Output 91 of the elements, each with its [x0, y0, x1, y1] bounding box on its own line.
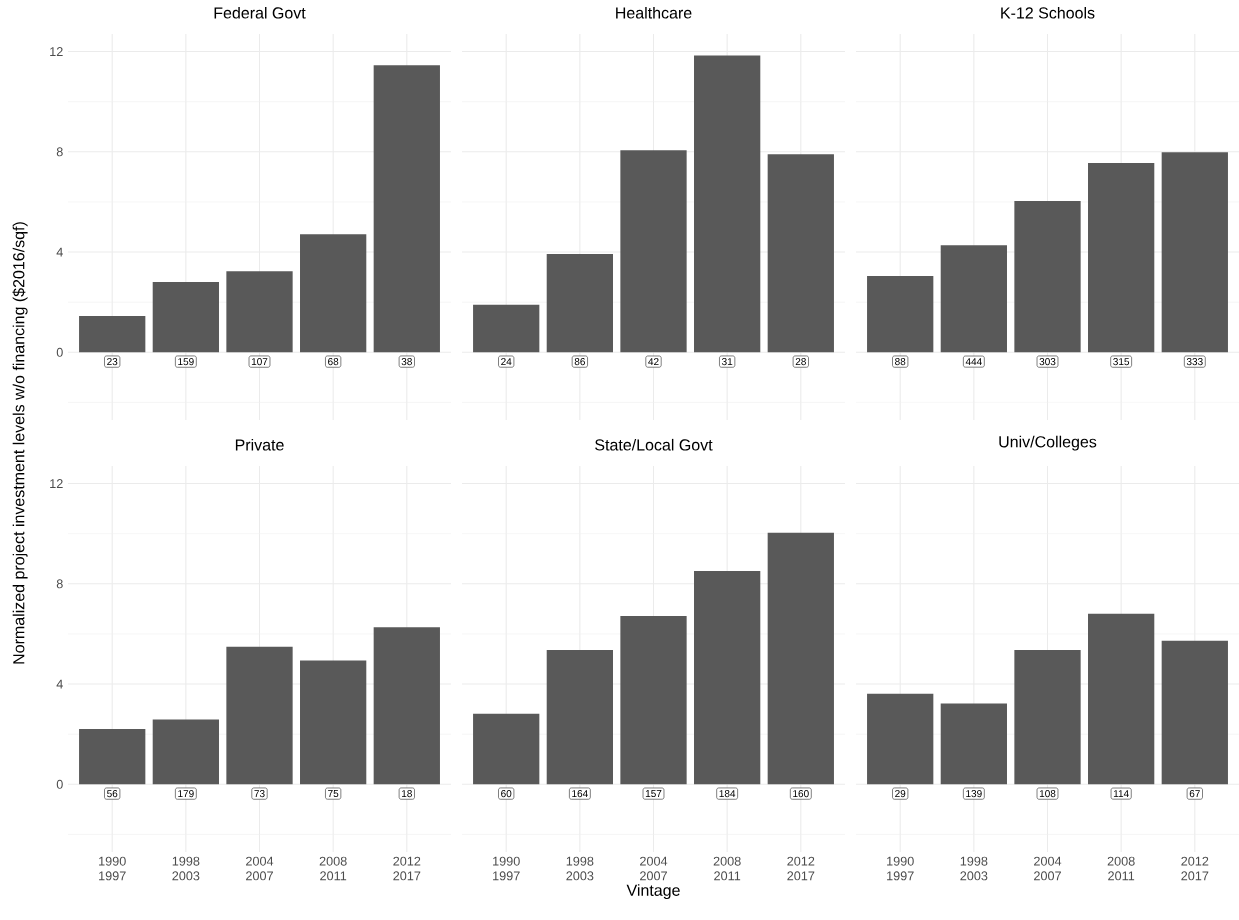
annotation: 56 [107, 790, 118, 798]
annotation: 18 [402, 790, 412, 798]
y-tick-label: 8 [56, 147, 63, 157]
annotation: 164 [572, 790, 588, 798]
annotation: 28 [795, 358, 806, 366]
bar [152, 719, 219, 785]
bar [473, 713, 540, 785]
annotation: 184 [719, 790, 736, 798]
annotation: 29 [895, 790, 906, 798]
y-tick-label: 0 [56, 347, 63, 357]
x-tick-label: 2012 2017 [787, 856, 815, 881]
annotation: 139 [966, 790, 982, 798]
y-tick-label: 4 [56, 247, 63, 257]
x-tick-label: 2004 2007 [1034, 856, 1062, 881]
bar [226, 646, 293, 785]
bar [867, 693, 934, 785]
bar [1014, 649, 1081, 785]
bar [79, 728, 146, 785]
y-tick-label: 12 [50, 47, 63, 56]
chart-title: Private [235, 438, 284, 451]
annotation: 73 [254, 790, 265, 798]
bar [1088, 163, 1155, 353]
bar [300, 660, 367, 785]
bar [546, 254, 613, 353]
annotation: 108 [1039, 790, 1056, 798]
bar [373, 627, 440, 785]
x-tick-label: 1990 1997 [99, 856, 126, 881]
bar [620, 150, 687, 353]
chart-title: K-12 Schools [1001, 6, 1095, 19]
bar [79, 315, 146, 353]
annotation: 67 [1189, 790, 1200, 798]
bar [620, 615, 687, 785]
bar [373, 65, 440, 353]
bar [1161, 640, 1228, 785]
annotation: 24 [501, 358, 512, 366]
chart-title: Healthcare [616, 6, 692, 19]
annotation: 160 [793, 790, 809, 798]
bar [867, 275, 934, 353]
x-tick-label: 1990 1997 [887, 856, 914, 881]
y-tick-label: 8 [56, 579, 63, 589]
bar [940, 703, 1007, 785]
annotation: 159 [178, 358, 194, 366]
annotation: 31 [721, 358, 733, 366]
bar [940, 245, 1007, 353]
annotation: 88 [895, 358, 906, 366]
annotation: 114 [1113, 790, 1129, 798]
bar [694, 571, 761, 785]
annotation: 179 [178, 790, 194, 798]
bar [473, 304, 540, 353]
bar [767, 532, 834, 785]
annotation: 23 [107, 358, 118, 366]
chart-title: Federal Govt [214, 6, 306, 19]
bar [1161, 152, 1228, 353]
bar [1088, 613, 1155, 785]
chart-title: State/Local Govt [595, 438, 713, 451]
annotation: 315 [1113, 358, 1130, 366]
annotation: 38 [401, 358, 412, 366]
annotation: 157 [645, 790, 662, 798]
annotation: 444 [965, 358, 982, 366]
annotation: 303 [1039, 358, 1056, 366]
bar [226, 271, 293, 353]
x-axis-title: Vintage [626, 884, 680, 900]
bar [546, 649, 613, 785]
annotation: 86 [574, 358, 585, 366]
annotation: 60 [501, 790, 512, 798]
annotation: 68 [328, 358, 339, 366]
x-tick-label: 2004 2007 [246, 856, 274, 881]
x-tick-label: 2012 2017 [1181, 856, 1209, 881]
bar [152, 281, 219, 353]
chart-title: Univ/Colleges [999, 435, 1097, 451]
y-axis-title: Normalized project investment levels w/o financing ($2016/sqf) [12, 222, 28, 664]
annotation: 75 [328, 790, 339, 798]
bar [767, 154, 834, 353]
x-tick-label: 2008 2011 [1107, 856, 1135, 881]
x-tick-label: 2012 2017 [393, 856, 421, 881]
annotation: 107 [251, 358, 268, 366]
bar [694, 55, 761, 353]
x-tick-label: 2004 2007 [640, 856, 668, 881]
x-tick-label: 1998 2003 [960, 856, 988, 881]
x-tick-label: 1990 1997 [493, 856, 520, 881]
y-tick-label: 4 [56, 679, 63, 689]
bar [300, 234, 367, 353]
x-tick-label: 1998 2003 [566, 856, 594, 881]
y-tick-label: 0 [56, 779, 63, 789]
annotation: 333 [1186, 358, 1203, 366]
x-tick-label: 1998 2003 [172, 856, 200, 881]
annotation: 42 [648, 358, 659, 366]
bar [1014, 200, 1081, 353]
x-tick-label: 2008 2011 [713, 856, 741, 881]
x-tick-label: 2008 2011 [319, 856, 347, 881]
y-tick-label: 12 [50, 479, 63, 488]
